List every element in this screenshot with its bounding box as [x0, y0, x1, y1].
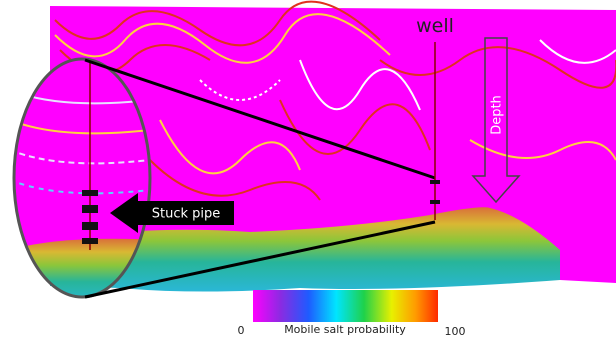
- depth-label: Depth: [490, 95, 505, 135]
- colorbar-label: Mobile salt probability: [284, 323, 406, 336]
- well-label: well: [416, 15, 454, 37]
- well-marker: [430, 200, 440, 204]
- figure: well Depth Stuck pipe 0 Mobile salt prob…: [0, 0, 616, 339]
- colorbar-max: 100: [445, 325, 466, 338]
- well-marker: [430, 180, 440, 184]
- colorbar-min: 0: [238, 324, 245, 337]
- stuck-pipe-label: Stuck pipe: [152, 207, 221, 222]
- page: {"labels": {"well": "well", "depth": "De…: [0, 0, 616, 339]
- colorbar: [253, 290, 438, 322]
